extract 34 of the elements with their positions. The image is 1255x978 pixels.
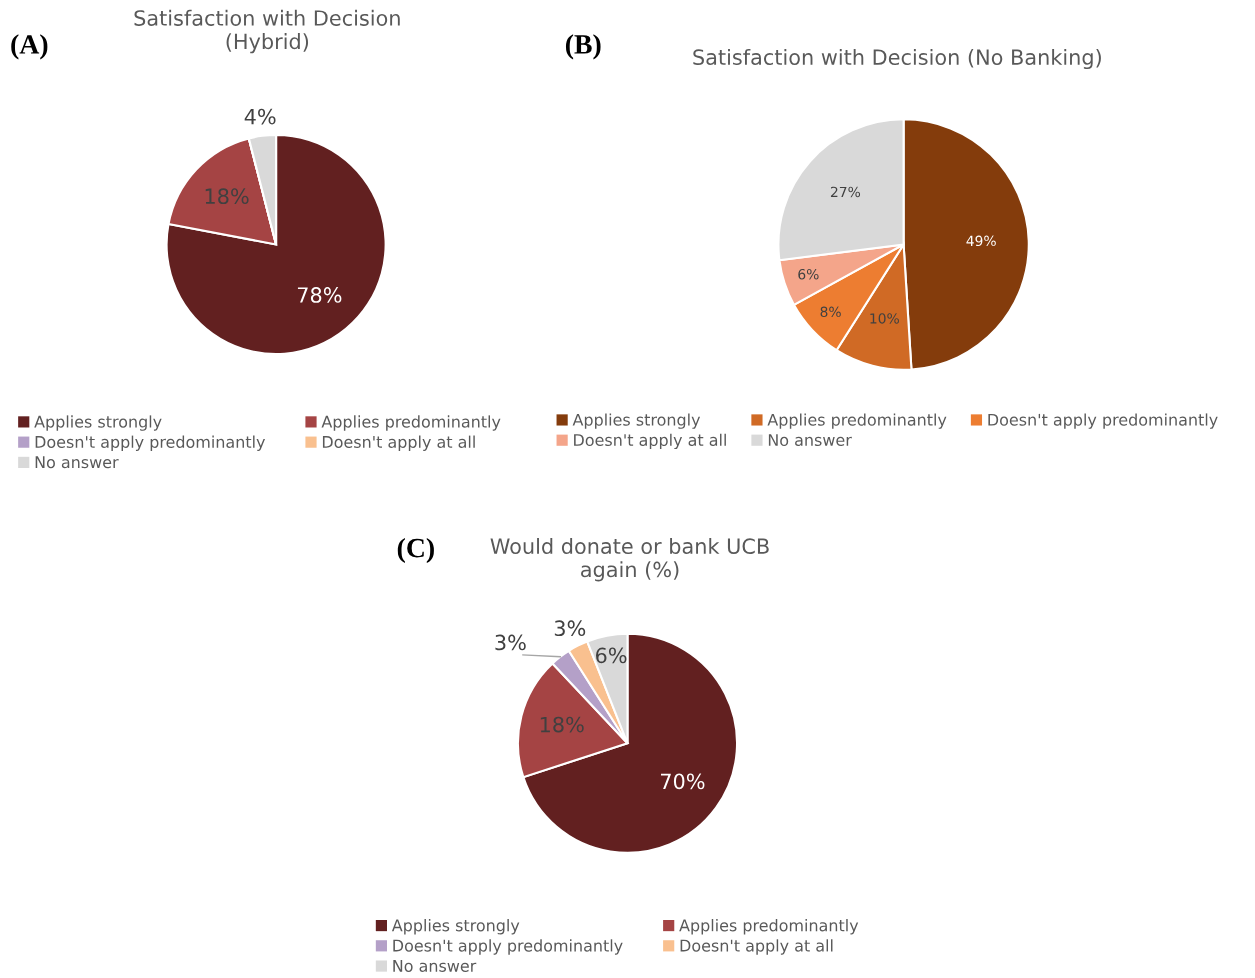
data-label: 6% (798, 268, 819, 280)
legend-label: Doesn't apply predominantly (35, 435, 266, 452)
data-label: 3% (554, 620, 586, 637)
legend-label: Doesn't apply at all (322, 435, 475, 452)
legend-label: Doesn't apply predominantly (393, 939, 623, 955)
text: (A) (11, 34, 48, 60)
data-label: 27% (830, 186, 861, 198)
data-label: 3% (495, 634, 526, 651)
data-label: 18% (205, 188, 249, 205)
legend-label: Applies strongly (572, 413, 701, 429)
data-label: 8% (820, 306, 841, 318)
data-label: 78% (297, 287, 342, 303)
data-label: 6% (596, 647, 627, 664)
data-label: 18% (540, 716, 584, 733)
legend-label: Applies strongly (34, 415, 162, 431)
legend-label: No answer (768, 434, 852, 447)
legend-label: Applies predominantly (679, 919, 859, 935)
chart-title: Satisfaction with Decision (No Banking) (693, 48, 1101, 70)
chart-title: Satisfaction with Decision (Hybrid) (134, 9, 400, 54)
legend-label: Applies predominantly (767, 413, 947, 429)
data-label: 4% (244, 108, 276, 125)
text: (C) (397, 537, 434, 564)
legend-label: Doesn't apply predominantly (988, 413, 1218, 429)
legend-label: Doesn't apply at all (574, 433, 726, 450)
legend-label: Doesn't apply at all (680, 939, 833, 955)
text: (B) (565, 34, 601, 60)
data-label: 49% (966, 235, 996, 247)
chart-title: Would donate or bank UCB again (%) (490, 537, 769, 582)
legend-label: Applies strongly (391, 919, 520, 935)
data-label: 10% (870, 313, 899, 324)
legend-label: No answer (35, 456, 119, 469)
legend-label: Applies predominantly (321, 415, 501, 431)
data-label: 70% (661, 773, 705, 790)
legend-label: No answer (393, 960, 477, 972)
